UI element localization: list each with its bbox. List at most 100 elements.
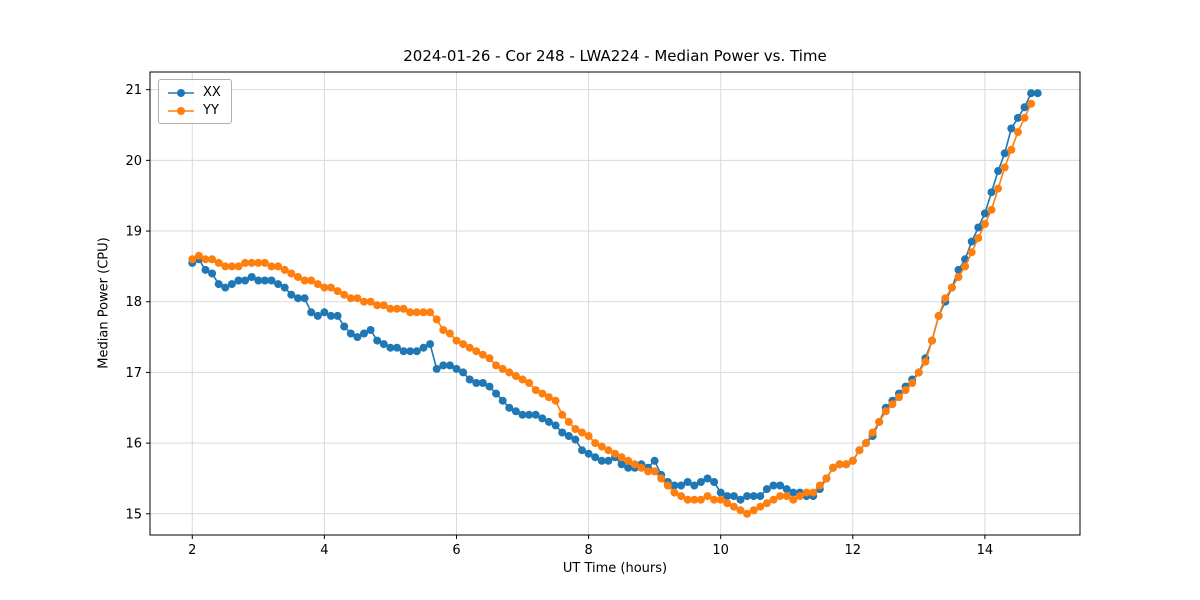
series-marker-yy xyxy=(961,262,970,271)
series-marker-xx xyxy=(241,276,250,285)
series-marker-xx xyxy=(214,280,223,289)
y-tick-label: 21 xyxy=(125,83,142,98)
series-marker-yy xyxy=(558,410,567,419)
legend-label-yy: YY xyxy=(203,103,219,118)
series-marker-yy xyxy=(260,258,269,267)
series-marker-xx xyxy=(399,347,408,356)
series-marker-xx xyxy=(327,311,335,320)
y-tick-label: 16 xyxy=(125,437,142,452)
series-marker-xx xyxy=(333,311,342,320)
series-marker-xx xyxy=(432,364,441,373)
series-marker-yy xyxy=(379,301,388,310)
legend: XX YY xyxy=(158,79,232,124)
x-tick-label: 2 xyxy=(188,543,196,558)
series-marker-xx xyxy=(617,460,626,469)
legend-marker-xx xyxy=(168,88,194,97)
series-marker-yy xyxy=(630,460,639,469)
series-marker-yy xyxy=(908,379,917,387)
series-marker-yy xyxy=(485,354,494,363)
series-marker-xx xyxy=(696,478,705,486)
series-marker-xx xyxy=(234,276,243,285)
series-marker-yy xyxy=(267,262,276,271)
series-marker-xx xyxy=(584,449,593,458)
series-marker-yy xyxy=(868,428,877,437)
series-marker-xx xyxy=(690,481,699,490)
series-marker-yy xyxy=(465,343,474,352)
series-marker-yy xyxy=(842,460,851,469)
series-marker-xx xyxy=(677,481,686,490)
series-marker-yy xyxy=(406,308,415,317)
series-marker-xx xyxy=(967,237,976,246)
series-marker-yy xyxy=(677,492,686,501)
series-marker-yy xyxy=(947,283,956,292)
series-marker-xx xyxy=(736,495,745,504)
series-marker-xx xyxy=(221,283,230,292)
series-marker-xx xyxy=(247,273,256,281)
series-marker-yy xyxy=(274,262,283,271)
series-marker-yy xyxy=(584,432,593,440)
series-marker-xx xyxy=(340,322,349,331)
series-marker-yy xyxy=(617,453,626,462)
series-marker-yy xyxy=(967,248,976,257)
series-marker-yy xyxy=(835,460,844,469)
series-marker-yy xyxy=(663,481,672,490)
series-marker-xx xyxy=(564,432,573,440)
series-marker-yy xyxy=(1013,128,1022,137)
series-marker-yy xyxy=(518,375,527,384)
series-marker-xx xyxy=(578,446,586,455)
series-marker-yy xyxy=(729,502,738,511)
series-marker-yy xyxy=(994,184,1003,193)
series-marker-yy xyxy=(505,368,514,377)
series-marker-xx xyxy=(789,488,798,497)
series-marker-yy xyxy=(393,304,401,313)
series-marker-xx xyxy=(650,456,659,465)
series-marker-xx xyxy=(756,492,765,501)
series-marker-yy xyxy=(829,463,837,472)
x-tick-label: 4 xyxy=(320,543,328,558)
series-marker-yy xyxy=(934,311,943,320)
series-marker-yy xyxy=(571,425,580,433)
series-marker-yy xyxy=(723,499,732,508)
series-marker-yy xyxy=(644,467,652,476)
series-marker-yy xyxy=(881,407,890,416)
series-marker-yy xyxy=(604,446,613,455)
series-marker-xx xyxy=(974,223,983,232)
series-marker-yy xyxy=(696,495,705,504)
series-marker-xx xyxy=(511,407,520,416)
series-marker-xx xyxy=(313,311,322,320)
series-marker-yy xyxy=(578,428,586,437)
series-marker-xx xyxy=(412,347,421,356)
series-marker-xx xyxy=(300,294,309,303)
series-marker-xx xyxy=(260,276,269,285)
series-marker-yy xyxy=(657,474,666,483)
series-marker-xx xyxy=(1007,124,1016,133)
series-marker-yy xyxy=(855,446,864,455)
series-marker-yy xyxy=(320,283,329,292)
series-marker-yy xyxy=(591,439,600,448)
series-marker-xx xyxy=(267,276,276,285)
series-marker-yy xyxy=(472,347,481,356)
legend-entry-yy: YY xyxy=(166,103,221,118)
series-marker-xx xyxy=(426,340,435,349)
y-tick-label: 20 xyxy=(125,154,142,169)
series-marker-yy xyxy=(492,361,501,370)
series-marker-yy xyxy=(333,287,342,296)
series-marker-xx xyxy=(538,414,547,423)
series-marker-yy xyxy=(564,417,573,426)
series-marker-yy xyxy=(980,220,989,228)
series-marker-xx xyxy=(544,417,553,426)
series-marker-xx xyxy=(419,343,428,352)
series-marker-xx xyxy=(723,492,732,501)
series-marker-xx xyxy=(987,188,996,197)
series-marker-yy xyxy=(247,258,256,267)
series-marker-yy xyxy=(353,294,362,303)
y-tick-label: 18 xyxy=(125,295,142,310)
series-marker-yy xyxy=(716,495,725,504)
series-marker-yy xyxy=(802,488,811,497)
series-marker-yy xyxy=(954,273,963,281)
series-marker-yy xyxy=(412,308,421,317)
series-marker-yy xyxy=(459,340,468,349)
series-marker-yy xyxy=(287,269,296,278)
